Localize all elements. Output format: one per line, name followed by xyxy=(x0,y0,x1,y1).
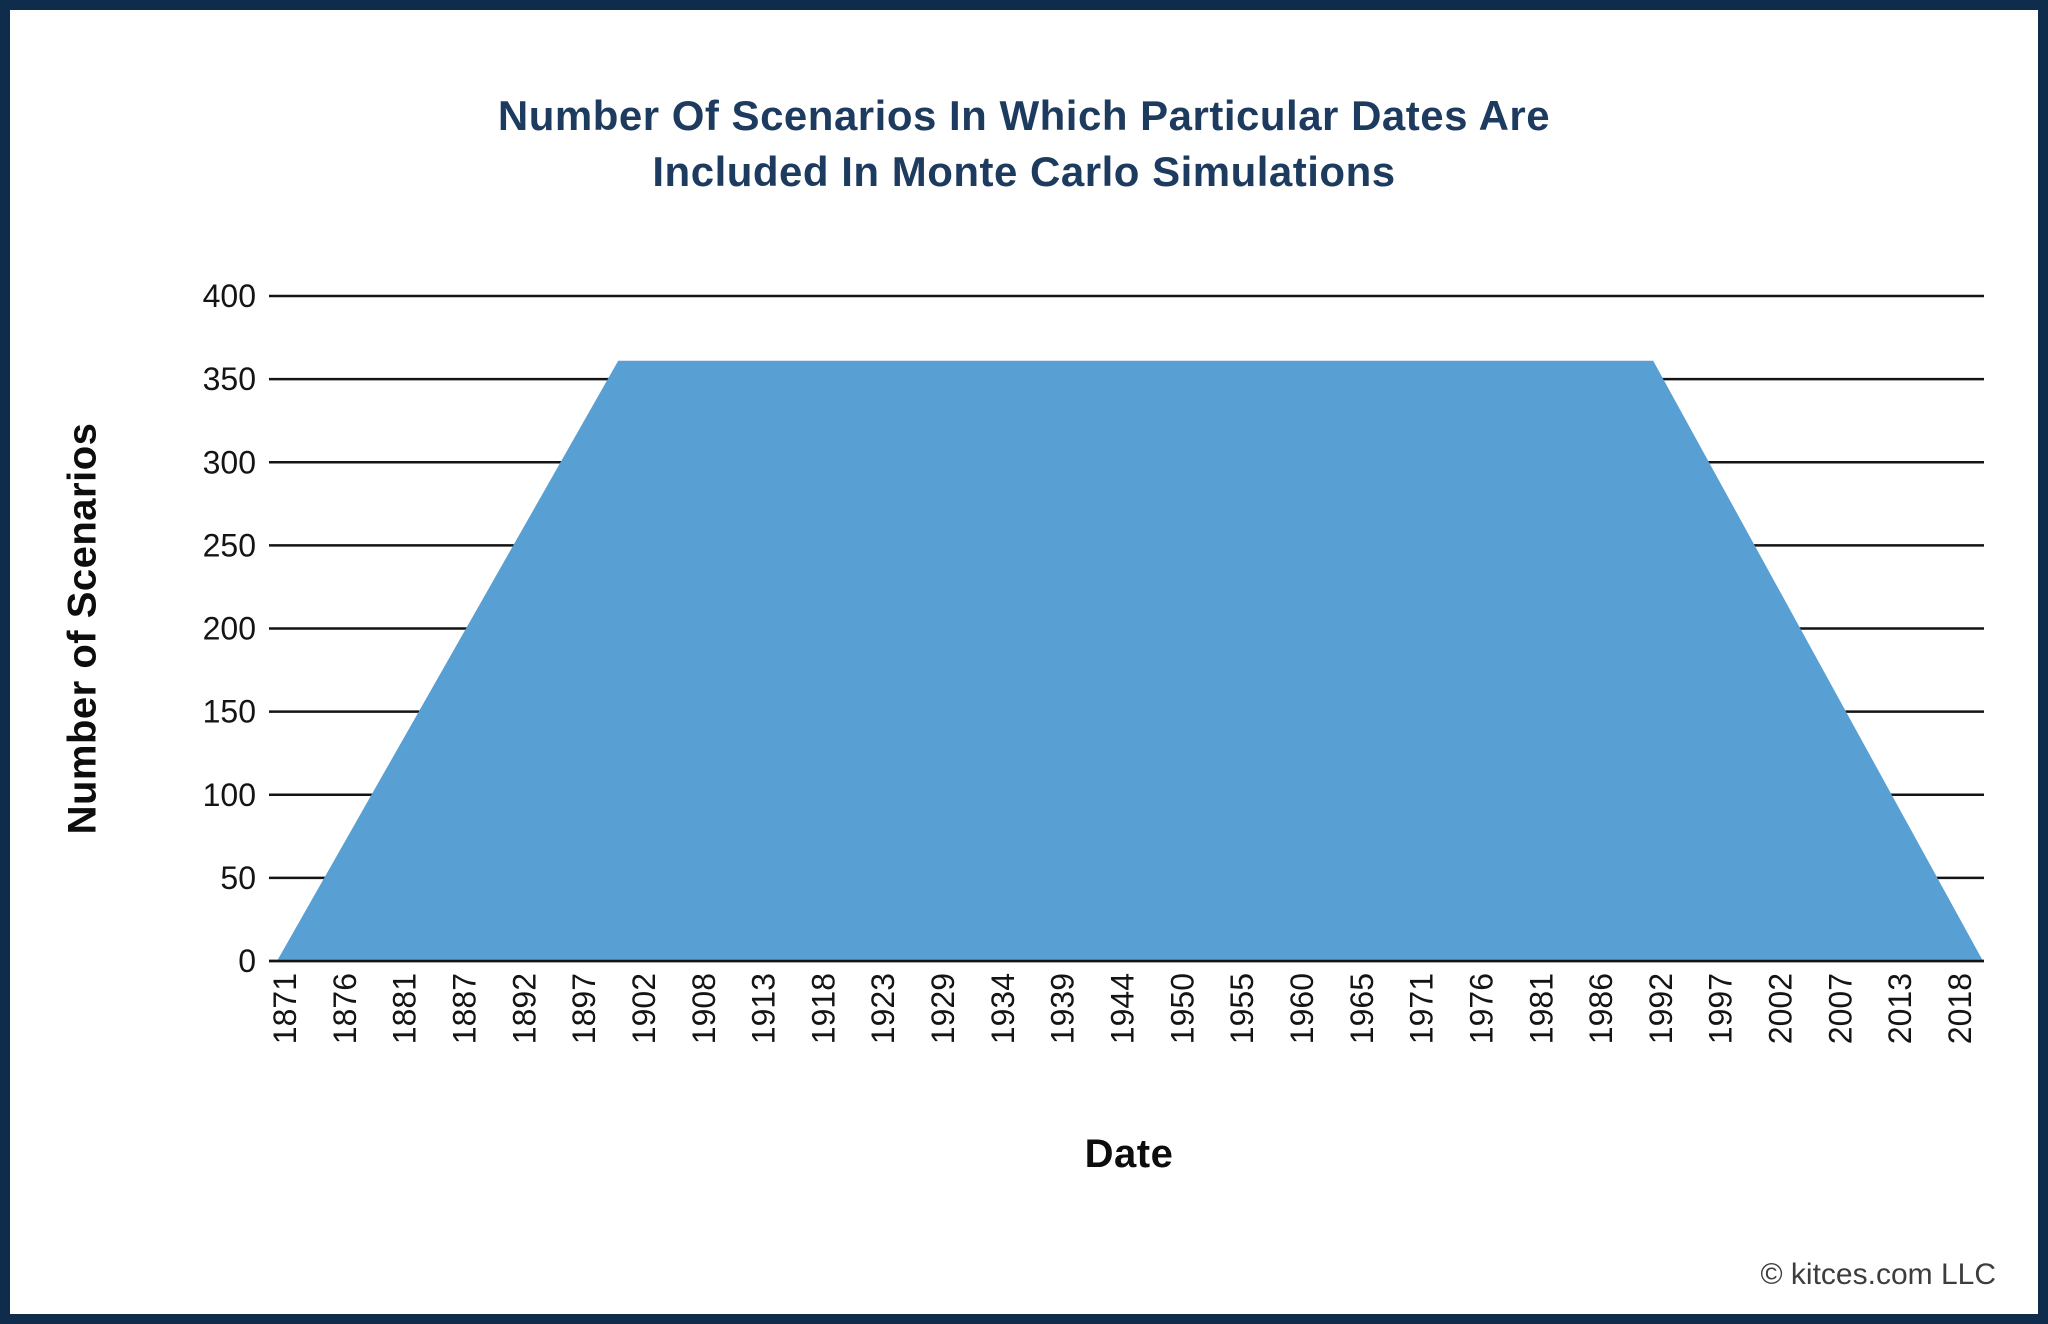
chart-title: Number Of Scenarios In Which Particular … xyxy=(497,92,1551,195)
chart-canvas: 400 350 300 250 200 150 100 50 0 1871 1876 1881 1887… xyxy=(203,278,1984,1044)
y-axis-title: Number of Scenarios xyxy=(60,422,105,835)
x-tick-label: 1902 xyxy=(626,973,662,1044)
x-tick-label: 1944 xyxy=(1105,973,1141,1044)
y-tick-label: 150 xyxy=(203,694,256,730)
y-axis-title-wrap: Number of Scenarios xyxy=(38,296,128,961)
y-tick-label: 400 xyxy=(203,278,256,314)
y-tick-label: 50 xyxy=(220,860,256,896)
x-tick-label: 1955 xyxy=(1224,973,1260,1044)
y-tick-label: 350 xyxy=(203,361,256,397)
x-tick-label: 1908 xyxy=(686,973,722,1044)
y-tick-label: 100 xyxy=(203,777,256,813)
copyright-text: © kitces.com LLC xyxy=(1760,1258,1996,1291)
x-tick-label: 1981 xyxy=(1523,973,1559,1044)
x-tick-label: 1871 xyxy=(267,973,303,1044)
x-tick-label: 1897 xyxy=(566,973,602,1044)
x-tick-label: 2018 xyxy=(1942,973,1978,1044)
x-tick-label: 1971 xyxy=(1404,973,1440,1044)
x-tick-label: 2013 xyxy=(1882,973,1918,1044)
x-tick-label: 1965 xyxy=(1344,973,1380,1044)
x-tick-label: 1934 xyxy=(985,973,1021,1044)
x-tick-label: 1876 xyxy=(327,973,363,1044)
x-tick-label: 1992 xyxy=(1643,973,1679,1044)
y-tick-label: 250 xyxy=(203,527,256,563)
y-tick-label: 200 xyxy=(203,611,256,647)
x-tick-label: 1892 xyxy=(506,973,542,1044)
x-axis-title: Date xyxy=(1084,1132,1174,1176)
x-tick-label: 1929 xyxy=(925,973,961,1044)
x-tick-label: 1997 xyxy=(1703,973,1739,1044)
x-tick-label: 1913 xyxy=(746,973,782,1044)
x-tick-label: 1960 xyxy=(1284,973,1320,1044)
x-tick-label: 1887 xyxy=(447,973,483,1044)
x-tick-label: 2007 xyxy=(1822,973,1858,1044)
x-tick-label: 1939 xyxy=(1045,973,1081,1044)
x-tick-label: 1976 xyxy=(1463,973,1499,1044)
x-tick-label: 1986 xyxy=(1583,973,1619,1044)
x-tick-label: 1918 xyxy=(805,973,841,1044)
y-tick-label: 0 xyxy=(238,943,256,979)
x-tick-label: 1950 xyxy=(1164,973,1200,1044)
x-tick-label: 1923 xyxy=(865,973,901,1044)
area-series xyxy=(277,360,1983,961)
x-tick-label: 1881 xyxy=(387,973,423,1044)
y-tick-label: 300 xyxy=(203,444,256,480)
x-tick-label: 2002 xyxy=(1763,973,1799,1044)
